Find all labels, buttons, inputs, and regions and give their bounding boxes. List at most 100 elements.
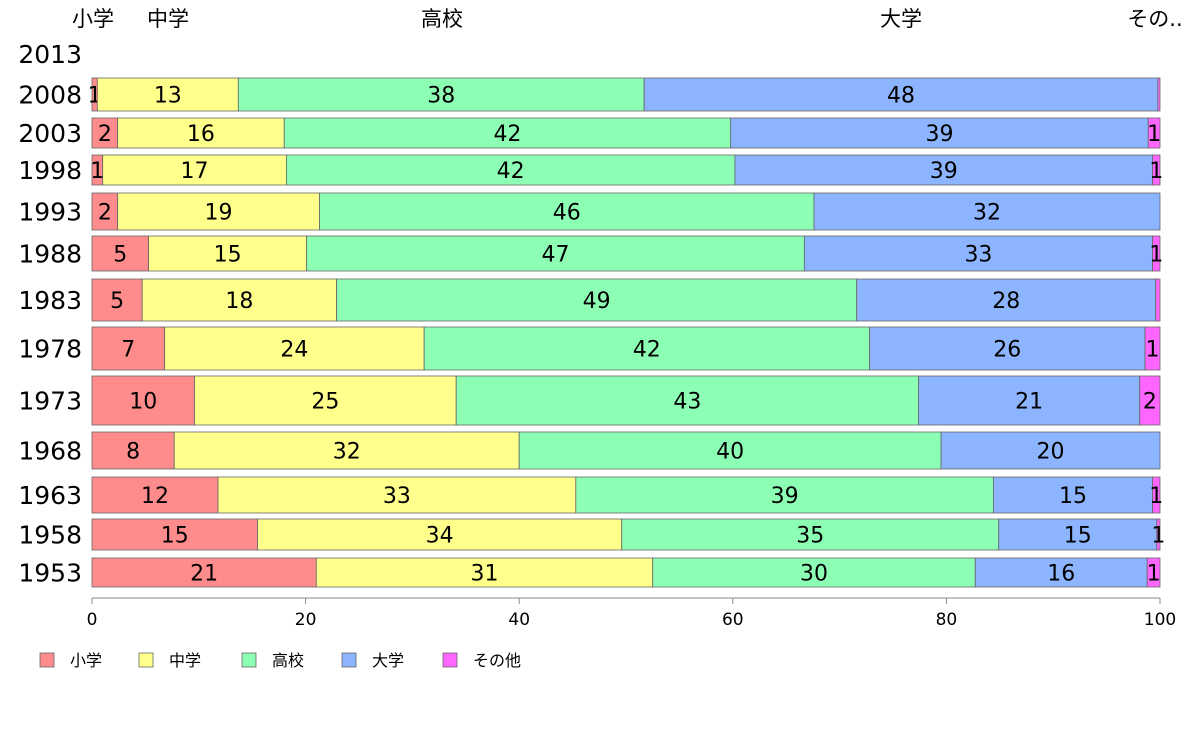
bar-segment [91,278,143,322]
top-label: 中学 [147,7,189,31]
bar-segment [1157,77,1161,112]
bar-segment [217,476,577,514]
bar-value-label: 12 [141,484,169,509]
bar-segment [117,117,285,149]
bar-value-label: 48 [887,84,915,109]
bar-value-label: 8 [126,440,140,465]
bar-value-label: 2 [1143,390,1157,415]
bar-value-label: 1 [1149,484,1163,509]
legend-label: 中学 [169,651,201,670]
bar-value-label: 2 [98,122,112,147]
bar-value-label: 1 [1149,243,1163,268]
bar-value-label: 33 [964,243,992,268]
bar-value-label: 1 [1147,562,1161,587]
bar-segment [1152,235,1161,272]
bar-value-label: 38 [427,84,455,109]
year-label: 2008 [18,81,82,110]
bar-segment [730,117,1149,149]
bar-value-label: 1 [1149,159,1163,184]
bar-segment [803,235,1153,272]
legend-swatch [138,652,154,668]
bar-segment [1155,278,1161,322]
bar-value-label: 18 [225,289,253,314]
bar-value-label: 34 [426,524,454,549]
bar-value-label: 15 [161,524,189,549]
bar-segment [164,326,425,371]
bar-segment [1144,326,1161,371]
bar-value-label: 49 [583,289,611,314]
bar-value-label: 17 [181,159,209,184]
top-label: その.. [1127,7,1182,31]
bar-segment [315,557,654,588]
bar-value-label: 15 [214,243,242,268]
legend-label: その他 [473,651,521,670]
bar-value-label: 1 [90,159,104,184]
x-tick-label: 60 [722,610,744,630]
bar-segment [1152,476,1161,514]
bar-value-label: 15 [1064,524,1092,549]
bar-segment [194,375,457,426]
bar-segment [1146,557,1161,588]
bar-value-label: 42 [497,159,525,184]
bar-segment [856,278,1157,322]
legend-swatch [442,652,458,668]
year-label: 1993 [18,198,82,227]
x-axis: 0 20 40 60 80 100 [87,597,1176,630]
year-labels: 2013 2008 2003 1998 1993 1988 1983 1978 1973 1968… [18,40,82,588]
bar-value-label: 1 [1147,122,1161,147]
bar-value-label: 32 [973,201,1001,226]
bar-value-label: 42 [633,338,661,363]
bar-segment [91,117,119,149]
bar-value-label: 47 [542,243,570,268]
legend-label: 高校 [272,651,304,670]
bar-segment [173,431,520,470]
bar-value-label: 15 [1059,484,1087,509]
bar-value-label: 25 [311,390,339,415]
bar-segment [306,235,805,272]
bar-segment [102,154,287,186]
bar-segment [336,278,858,322]
bar-value-label: 33 [383,484,411,509]
legend-swatch [39,652,55,668]
bar-value-label: 39 [771,484,799,509]
bar-segment [283,117,732,149]
x-tick-label: 80 [936,610,958,630]
bar-segment [998,518,1158,551]
top-label: 大学 [880,7,922,31]
bar-value-label: 39 [925,122,953,147]
bar-segment [1152,154,1161,186]
bar-value-label: 32 [333,440,361,465]
bar-value-label: 20 [1037,440,1065,465]
year-label: 1963 [18,481,82,510]
bar-value-label: 1 [1151,524,1165,549]
year-label: 1958 [18,521,82,550]
bar-value-label: 43 [673,390,701,415]
bar-segment [974,557,1148,588]
bar-value-label: 39 [930,159,958,184]
year-label: 1968 [18,437,82,466]
legend-swatch [341,652,357,668]
bar-segment [869,326,1146,371]
bar-segment [643,77,1159,112]
year-label: 1978 [18,335,82,364]
year-label: 1998 [18,156,82,185]
legend-label: 小学 [70,651,102,670]
bar-value-label: 7 [121,338,135,363]
top-category-labels: 小学 中学 高校 大学 その.. [72,7,1183,31]
bar-value-label: 19 [205,201,233,226]
x-tick-label: 40 [508,610,530,630]
bar-value-label: 35 [796,524,824,549]
year-label: 1988 [18,240,82,269]
bar-segment [518,431,942,470]
bar-segment [91,192,119,231]
bar-value-label: 30 [800,562,828,587]
bar-segment [141,278,337,322]
legend-label: 大学 [372,651,404,670]
bar-value-label: 5 [110,289,124,314]
bar-value-label: 40 [716,440,744,465]
bar-value-label: 24 [280,338,308,363]
bar-value-label: 16 [1047,562,1075,587]
year-label: 2003 [18,119,82,148]
bars: 1 13 38 482 16 42 39 11 17 42 39 12 19 46 325 15 47 33 15 1… [88,77,1165,588]
